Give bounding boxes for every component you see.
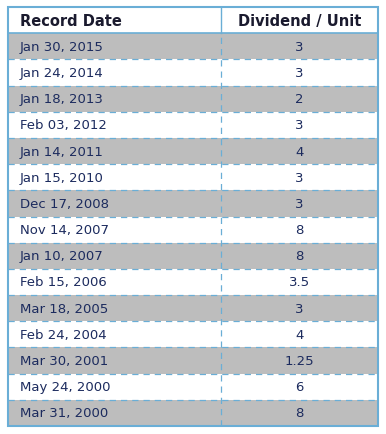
Text: Feb 15, 2006: Feb 15, 2006	[20, 276, 107, 289]
Text: 3: 3	[295, 41, 304, 54]
Bar	[8, 217, 378, 243]
Text: 4: 4	[295, 145, 303, 158]
Text: 3: 3	[295, 302, 304, 315]
Text: 3.5: 3.5	[289, 276, 310, 289]
Text: Jan 18, 2013: Jan 18, 2013	[20, 93, 104, 106]
Text: 8: 8	[295, 407, 303, 419]
Text: 8: 8	[295, 250, 303, 263]
Text: 3: 3	[295, 171, 304, 184]
Bar	[8, 400, 378, 426]
Bar	[8, 191, 378, 217]
Text: Jan 24, 2014: Jan 24, 2014	[20, 67, 104, 80]
Text: 6: 6	[295, 380, 303, 393]
Text: May 24, 2000: May 24, 2000	[20, 380, 110, 393]
Bar	[8, 8, 378, 34]
Text: Jan 15, 2010: Jan 15, 2010	[20, 171, 104, 184]
Text: 2: 2	[295, 93, 304, 106]
Text: 8: 8	[295, 224, 303, 237]
Text: 4: 4	[295, 328, 303, 341]
Text: 3: 3	[295, 67, 304, 80]
Bar	[8, 112, 378, 138]
Text: 1.25: 1.25	[284, 354, 314, 367]
Text: Dec 17, 2008: Dec 17, 2008	[20, 197, 109, 210]
Bar	[8, 374, 378, 400]
Bar	[8, 165, 378, 191]
Text: Jan 10, 2007: Jan 10, 2007	[20, 250, 104, 263]
Text: Dividend / Unit: Dividend / Unit	[238, 13, 361, 29]
Text: 3: 3	[295, 197, 304, 210]
Text: Mar 18, 2005: Mar 18, 2005	[20, 302, 108, 315]
Bar	[8, 322, 378, 348]
Text: 3: 3	[295, 119, 304, 132]
Text: Jan 14, 2011: Jan 14, 2011	[20, 145, 104, 158]
Text: Nov 14, 2007: Nov 14, 2007	[20, 224, 109, 237]
Text: Feb 24, 2004: Feb 24, 2004	[20, 328, 107, 341]
Text: Jan 30, 2015: Jan 30, 2015	[20, 41, 104, 54]
Text: Mar 31, 2000: Mar 31, 2000	[20, 407, 108, 419]
Bar	[8, 34, 378, 60]
Bar	[8, 296, 378, 322]
Bar	[8, 269, 378, 296]
Text: Mar 30, 2001: Mar 30, 2001	[20, 354, 108, 367]
Bar	[8, 86, 378, 112]
Bar	[8, 138, 378, 165]
Text: Record Date: Record Date	[20, 13, 122, 29]
Bar	[8, 348, 378, 374]
Bar	[8, 243, 378, 269]
Bar	[8, 60, 378, 86]
Text: Feb 03, 2012: Feb 03, 2012	[20, 119, 107, 132]
